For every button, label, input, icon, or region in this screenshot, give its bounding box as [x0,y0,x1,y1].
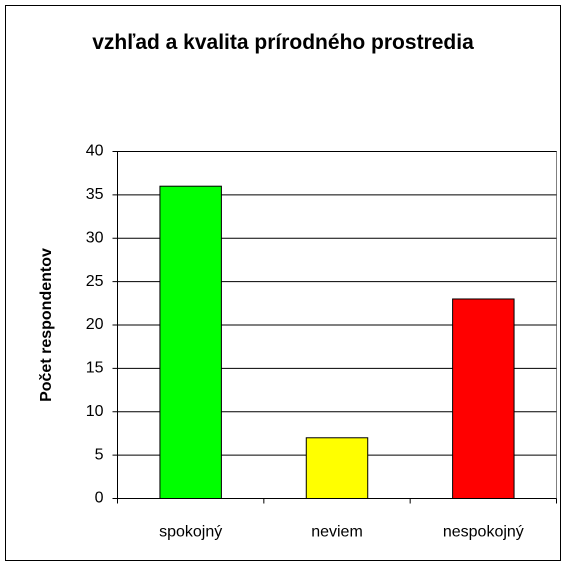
y-tick-label: 10 [86,403,104,420]
x-tick-label: neviem [311,524,363,541]
y-tick-label: 15 [86,360,104,377]
bar [305,437,369,499]
y-tick-label: 35 [86,186,104,203]
y-tick-label: 30 [86,229,104,246]
chart-title: vzhľad a kvalita prírodného prostredia [92,31,474,54]
x-tick-label: nespokojný [443,524,524,541]
y-tick-label: 25 [86,273,104,290]
y-tick-label: 40 [86,143,104,160]
bar [159,185,222,499]
y-axis-label: Počet respondentov [38,248,55,402]
y-tick-label: 5 [95,446,104,463]
x-tick-label: spokojný [159,524,222,541]
y-tick-label: 0 [95,490,104,507]
bar [452,298,515,499]
y-tick-label: 20 [86,316,104,333]
